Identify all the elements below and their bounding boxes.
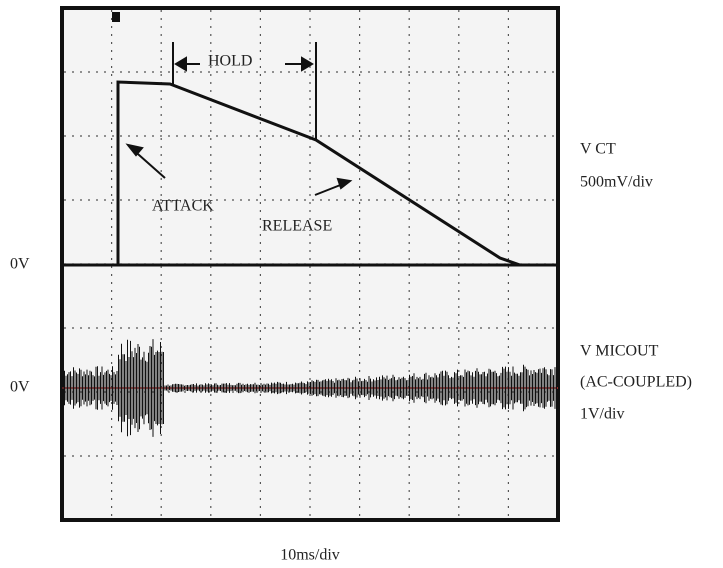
- ch1-zero-label: 0V: [10, 256, 30, 273]
- attack-label: ATTACK: [152, 198, 214, 215]
- ch1-scale: 500mV/div: [580, 174, 653, 191]
- ch2-zero-label: 0V: [10, 379, 30, 396]
- timebase-label: 10ms/div: [280, 547, 340, 564]
- figure: HOLD ATTACK RELEASE 0V 0V V CT 500mV/div…: [0, 0, 723, 568]
- ch2-scale: 1V/div: [580, 406, 624, 423]
- release-label: RELEASE: [262, 218, 332, 235]
- trigger-marker: [112, 12, 120, 22]
- ch2-coupling: (AC-COUPLED): [580, 374, 692, 391]
- ch2-name: V MICOUT: [580, 343, 659, 360]
- ch1-name: V CT: [580, 141, 616, 158]
- hold-label: HOLD: [208, 53, 252, 70]
